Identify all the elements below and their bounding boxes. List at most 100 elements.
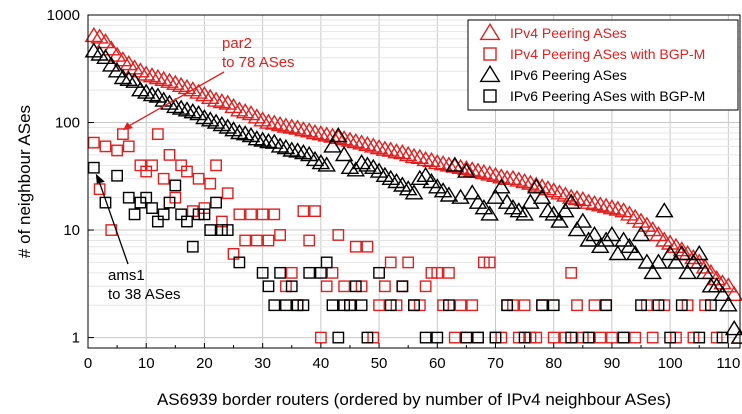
data-point [724,285,742,301]
data-point [358,135,377,152]
data-point [378,280,391,293]
data-point [305,123,325,140]
data-point [99,196,112,209]
data-point [346,132,366,149]
data-point [250,234,263,247]
data-point [480,165,499,181]
data-point [486,166,505,183]
data-point [332,331,345,344]
data-point [338,280,351,293]
annotation-arrow [124,71,225,129]
data-point [151,128,164,141]
legend-marker [479,22,501,41]
data-point [716,331,729,344]
data-point [262,280,275,293]
data-point [373,299,385,312]
data-point [270,137,290,153]
data-point [448,331,461,344]
data-point [361,240,374,253]
y-tick-label: 1 [72,330,80,347]
data-point [486,188,505,204]
data-point [384,299,397,312]
annotation-label: to 78 ASes [222,54,295,71]
data-point [288,119,307,135]
data-point [256,266,269,279]
data-point [643,263,662,280]
data-point [404,184,424,200]
data-point [678,263,697,280]
data-point [204,224,217,236]
x-tick-label: 50 [371,355,388,372]
data-point [285,266,298,279]
data-point [119,70,139,87]
data-point [332,229,345,241]
data-point [169,179,182,192]
data-point [111,169,124,182]
data-point [468,193,488,209]
data-point [299,122,319,138]
data-point [550,184,569,200]
x-tick-label: 110 [716,355,740,372]
legend-label: IPv4 Peering ASes [510,25,627,41]
data-point [675,299,688,312]
data-point [349,280,362,293]
y-tick-label: 100 [55,115,80,132]
data-point [393,144,412,160]
data-point [398,145,418,162]
data-point [596,231,616,247]
data-point [396,280,409,293]
data-point [160,72,179,88]
annotation-label: to 38 ASes [108,286,181,303]
data-point [352,134,371,150]
data-point [320,256,333,269]
data-point [230,101,249,117]
data-point [280,299,292,312]
data-point [664,331,677,344]
x-tick-label: 60 [429,355,446,372]
data-point [474,163,494,180]
data-point [384,256,397,269]
data-point [509,171,529,187]
data-point [719,277,738,293]
data-point [107,62,127,78]
data-point [142,67,162,83]
x-tick-label: 100 [658,355,683,372]
data-point [419,280,432,293]
data-point [693,331,706,344]
y-axis-label: # of neighbour ASes [15,105,34,258]
data-point [422,172,441,189]
legend-label: IPv6 Peering ASes [510,67,627,83]
data-point [233,208,246,221]
data-point [588,299,601,312]
data-point [652,299,665,312]
x-axis-label: AS6939 border routers (ordered by number… [157,390,671,409]
data-point [369,138,389,155]
data-point [565,331,578,344]
data-point [235,103,255,119]
data-point [544,205,564,221]
data-point [282,141,302,157]
data-point [221,187,234,200]
data-point [87,136,100,149]
data-point [373,266,385,279]
data-point [649,225,668,242]
legend-box [467,19,739,111]
data-point [125,72,144,88]
data-point [206,91,226,107]
data-point [600,299,613,312]
data-point [666,253,686,269]
data-point [210,196,222,209]
data-point [317,156,336,172]
data-point [497,193,517,209]
data-point [635,299,647,312]
data-point [538,180,558,196]
data-point [561,188,581,204]
data-point [695,263,715,280]
data-point [416,166,435,183]
data-point [489,331,502,344]
data-point [247,130,267,146]
data-point [317,126,336,142]
y-axis-ticks: 1 10 100 1000 [47,7,94,347]
data-point [274,266,287,279]
data-point [99,140,112,153]
